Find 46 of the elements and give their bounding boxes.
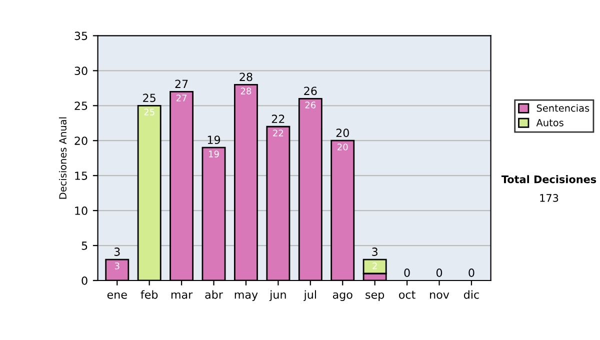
y-tick-label: 35	[74, 32, 88, 40]
data-label: 3	[114, 262, 120, 270]
text: 0	[404, 268, 410, 277]
x-tick-label: sep	[366, 292, 384, 301]
x-tick-label: jun	[269, 290, 286, 301]
total-label: 3	[372, 248, 378, 256]
data-label: 26	[305, 102, 316, 108]
y-axis-title: Decisiones Anual	[58, 117, 66, 199]
total-label: 25	[143, 94, 156, 102]
y-tick-label: 20	[74, 136, 88, 145]
text: 173	[540, 194, 558, 202]
text: 0	[468, 268, 474, 277]
x-tick-label: abr	[205, 290, 223, 299]
data-label: 2	[372, 262, 377, 270]
data-label: 25	[144, 108, 154, 116]
data-label: 27	[176, 94, 187, 102]
data-label: 28	[240, 88, 252, 94]
y-tick-label: 5	[82, 242, 88, 250]
total-label: 3	[114, 248, 120, 256]
x-tick-label: ago	[332, 292, 352, 301]
y-tick-label: 15	[75, 172, 88, 180]
total-label: 28	[240, 72, 252, 82]
legend-label: Autos	[536, 119, 564, 126]
data-label: 20	[338, 144, 348, 150]
x-tick-label: oct	[399, 290, 416, 299]
total-label: 20	[336, 128, 349, 138]
y-tick-label: 10	[75, 206, 88, 215]
x-tick-label: may	[234, 292, 258, 301]
total-label: 22	[272, 114, 284, 123]
y-tick-label: 25	[74, 102, 88, 110]
y-tick-label: 30	[74, 66, 88, 76]
text: Total Decisiones	[501, 175, 596, 184]
text: 0	[436, 268, 442, 277]
x-tick-label: nov	[430, 292, 450, 299]
x-tick-label: dic	[464, 290, 479, 299]
y-tick-label: 0	[82, 276, 88, 285]
data-label: 22	[273, 130, 284, 136]
total-label: 26	[304, 86, 317, 96]
legend-label: Sentencias	[536, 104, 590, 112]
x-tick-label: mar	[171, 292, 193, 299]
total-label: 19	[208, 136, 220, 144]
total-label: 27	[175, 80, 188, 88]
x-tick-label: ene	[107, 292, 127, 299]
data-label: 19	[209, 150, 219, 158]
x-tick-label: feb	[140, 290, 158, 299]
x-tick-label: jul	[304, 290, 316, 301]
